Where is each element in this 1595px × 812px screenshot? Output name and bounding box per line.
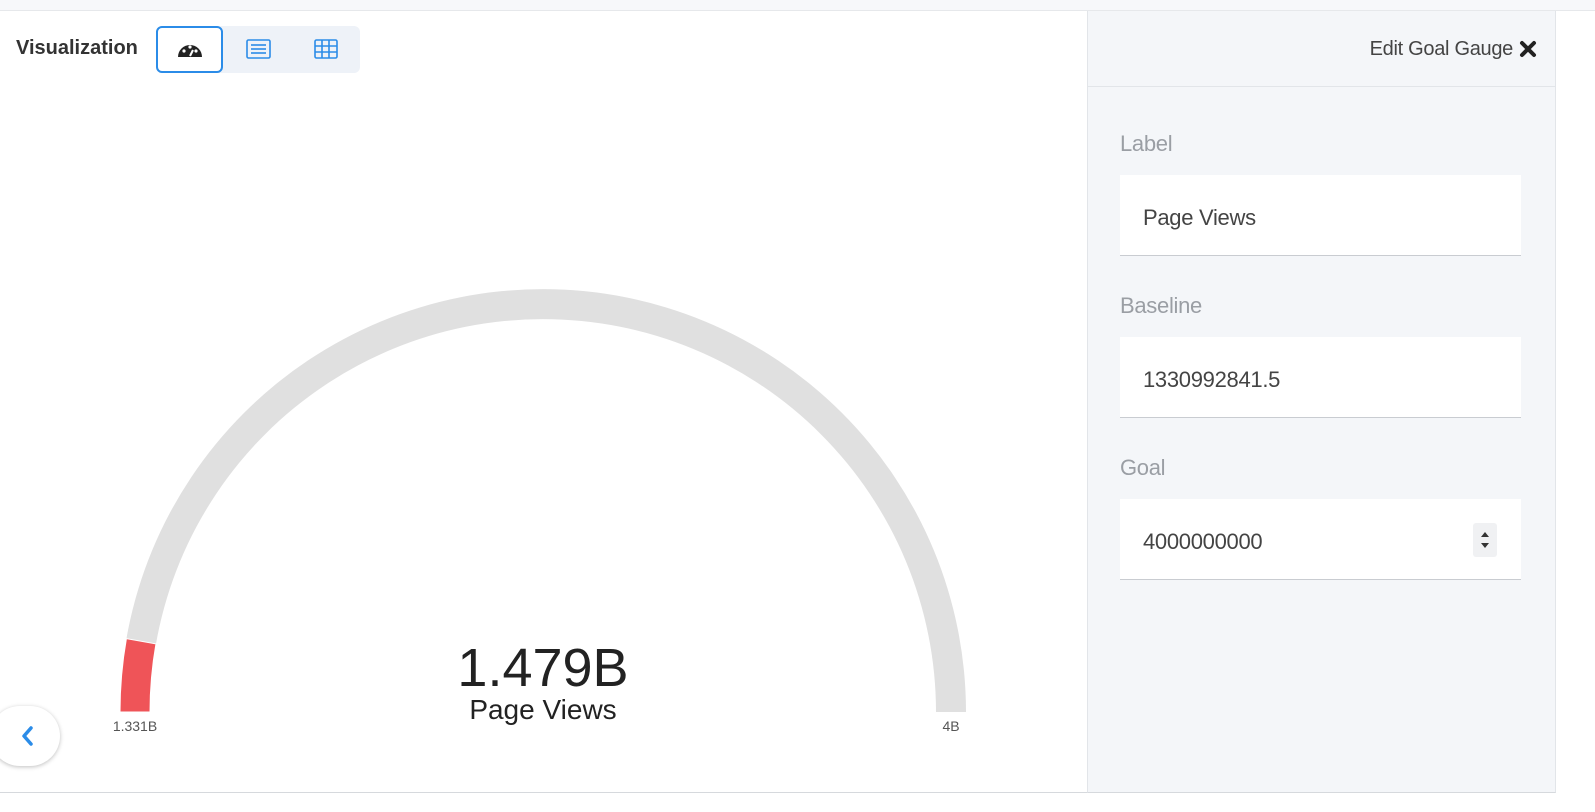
field-label: Label xyxy=(1120,131,1173,156)
field-value: 1330992841.5 xyxy=(1143,367,1281,392)
back-icon xyxy=(22,726,33,746)
field-input[interactable]: 1330992841.5 xyxy=(1120,337,1521,418)
gauge-icon xyxy=(178,45,202,57)
table-icon xyxy=(314,39,338,59)
list-icon xyxy=(246,39,271,59)
back-button[interactable] xyxy=(0,706,60,766)
main-area: 1.479B Page Views 1.331B 4B xyxy=(0,11,1087,793)
panel-header: Edit Goal Gauge xyxy=(1088,11,1555,87)
spinner[interactable] xyxy=(1473,523,1497,557)
field-input[interactable]: Page Views xyxy=(1120,175,1521,256)
field-input[interactable]: 4000000000 xyxy=(1120,499,1521,580)
panel-title: Edit Goal Gauge xyxy=(1369,38,1514,60)
field-value: Page Views xyxy=(1143,205,1256,230)
gauge-max-label: 4B xyxy=(942,718,959,734)
field-label: Goal xyxy=(1120,455,1166,480)
gauge-min-label: 1.331B xyxy=(113,718,157,734)
field-value: 4000000000 xyxy=(1143,529,1263,554)
gauge-value-arc xyxy=(119,638,157,713)
field-label: Baseline xyxy=(1120,293,1202,318)
side-panel: Edit Goal Gauge Label Page Views Baseline 1… xyxy=(1087,11,1556,793)
table-view-button[interactable] xyxy=(293,27,358,72)
top-bar xyxy=(0,0,1595,11)
view-switcher xyxy=(156,26,360,73)
gauge-value: 1.479B xyxy=(457,638,628,698)
gauge-label: Page Views xyxy=(469,694,616,725)
close-button[interactable] xyxy=(1519,40,1537,58)
view-buttons xyxy=(156,26,358,73)
toolbar-title: Visualization xyxy=(16,37,138,59)
